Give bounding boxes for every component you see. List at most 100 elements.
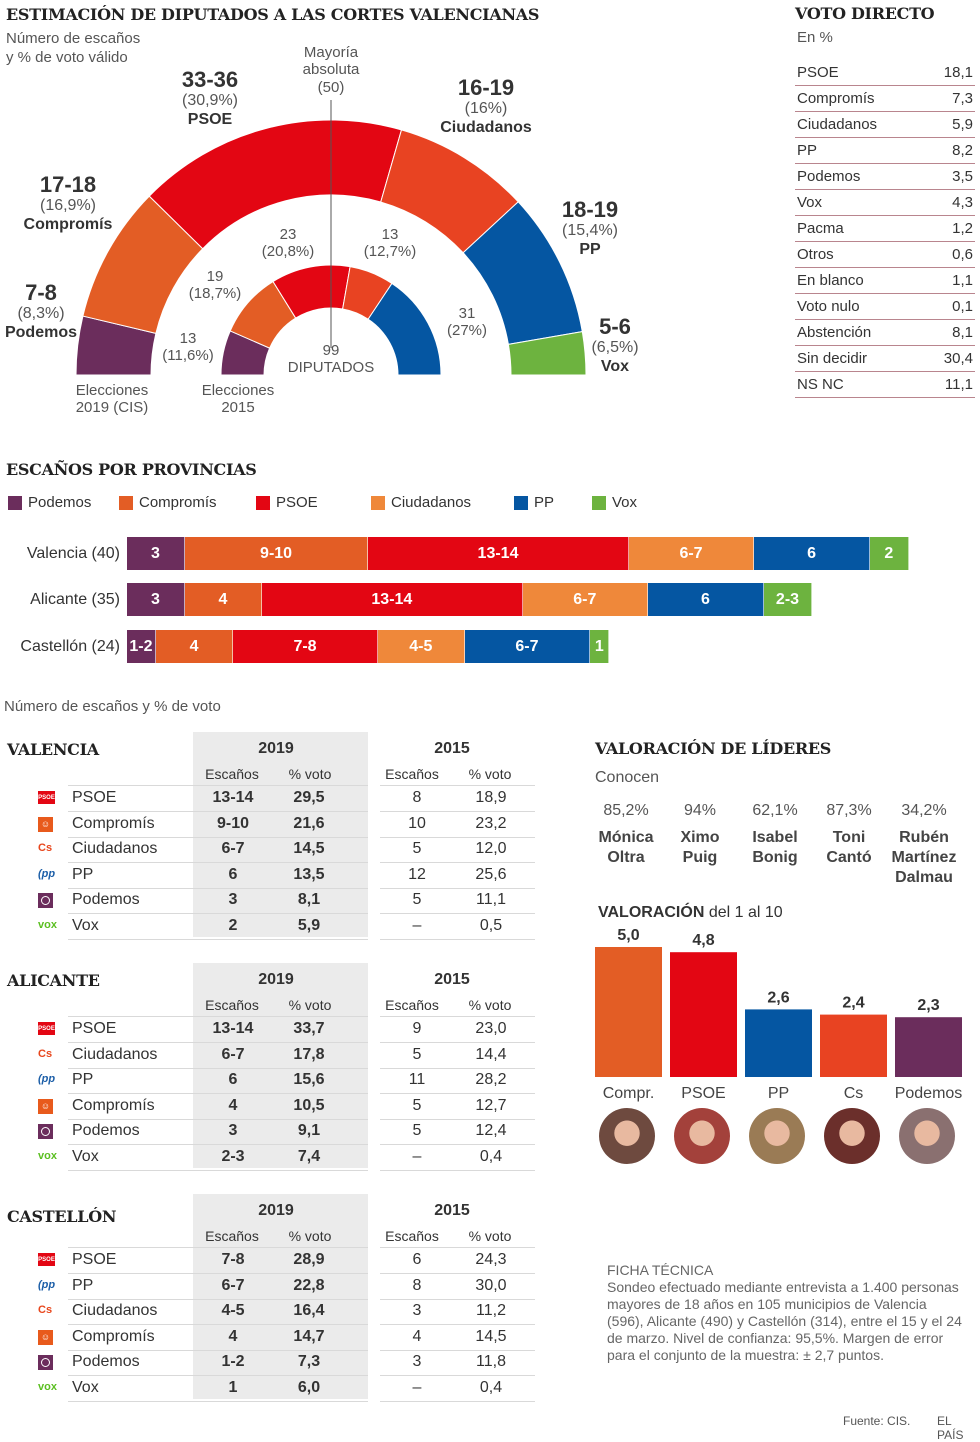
- seats-2019: 4-5: [221, 1302, 245, 1319]
- leader-name-line: Dalmau: [895, 869, 953, 886]
- seats-2015: 8: [412, 1276, 422, 1294]
- leader-known-pct: 34,2%: [901, 802, 947, 819]
- label-2019-pp: 18-19 (15,4%) PP: [552, 197, 628, 259]
- voto-label: Compromís: [797, 90, 875, 107]
- seats-2015: 11: [408, 1071, 426, 1088]
- rating-bar-compromis: [595, 947, 662, 1077]
- bar-segment-podemos: 3: [127, 583, 185, 616]
- rating-category-label: Podemos: [895, 1085, 963, 1102]
- seats-2015: 5: [412, 1045, 422, 1063]
- label-2019-compromis: 17-18 (16,9%) Compromís: [12, 172, 124, 234]
- divider: [380, 1016, 535, 1017]
- label-2019-psoe: 33-36 (30,9%) PSOE: [160, 67, 260, 129]
- logo-glyph: vox: [38, 918, 57, 931]
- rating-bar-pp: [745, 1009, 812, 1077]
- col-seats-2019: Escaños: [205, 766, 259, 782]
- leader-known-pct: 85,2%: [603, 802, 649, 819]
- voto-value: 30,4: [943, 350, 973, 367]
- divider: [68, 1067, 368, 1069]
- party-name: Podemos: [72, 891, 140, 908]
- pct: (20,8%): [261, 243, 315, 261]
- leader-name-line: Cantó: [826, 849, 872, 866]
- seats-2015: 4: [412, 1327, 422, 1345]
- logo-glyph: Cs: [38, 842, 53, 854]
- province-row: Valencia (40) 3 9-10 13-14 6-7 6 2: [0, 537, 909, 570]
- pct: (16%): [464, 100, 508, 118]
- pct: (16,9%): [39, 197, 97, 215]
- bar-segment-pp: 6-7: [464, 630, 591, 663]
- divider: [380, 785, 535, 786]
- divider: [68, 1273, 368, 1274]
- province-label: Alicante (35): [30, 590, 120, 608]
- voto-directo-panel: VOTO DIRECTO En % PSOE 18,1 Compromís 7,3 Ci…: [795, 4, 975, 398]
- rating-category-label: Cs: [844, 1085, 864, 1102]
- seats-2015: –: [412, 1378, 422, 1396]
- logo-glyph: (pp: [38, 1278, 56, 1291]
- subtitle-line-1: Número de escaños: [6, 30, 141, 47]
- logo-glyph: Cs: [38, 1047, 53, 1060]
- legend-swatch: [8, 495, 22, 510]
- pct-2019: 10,5: [293, 1096, 325, 1114]
- pct: (27%): [446, 322, 487, 340]
- party-name: Vox: [72, 1147, 99, 1165]
- psoe-logo-icon: PSOE: [38, 1022, 55, 1035]
- compromis-logo-icon: ☺: [38, 816, 53, 832]
- leader-name-line: Mónica: [598, 829, 654, 846]
- divider: [380, 1144, 535, 1145]
- rating-value-label: 2,3: [917, 997, 939, 1014]
- seats-2015: 6: [412, 1251, 422, 1268]
- pct-2015: 0,4: [479, 1378, 503, 1396]
- table-row: ☺ Compromís 9-10 21,6 10 23,2: [0, 812, 560, 838]
- legend-label: PP: [534, 494, 555, 511]
- logo-glyph: PSOE: [38, 1025, 55, 1032]
- party-name: PP: [72, 1276, 94, 1294]
- province-bar: 3 4 13-14 6-7 6 2-3: [127, 583, 813, 616]
- bar-segment-psoe: 7-8: [233, 630, 378, 663]
- bar-segment-psoe: 13-14: [262, 583, 523, 616]
- voto-value: 11,1: [944, 376, 973, 393]
- seats: 17-18: [39, 172, 97, 197]
- logo-glyph: PSOE: [38, 794, 55, 801]
- table-row: (pp PP 6-7 22,8 8 30,0: [0, 1274, 560, 1300]
- pct: (18,7%): [188, 285, 242, 303]
- rating-value-label: 2,6: [767, 989, 789, 1006]
- voto-value: 3,5: [952, 168, 973, 185]
- table-row: PSOE PSOE 13-14 33,7 9 23,0: [0, 1017, 560, 1043]
- pct-2019: 15,6: [293, 1071, 325, 1088]
- col-pct-2015: % voto: [468, 1228, 512, 1244]
- divider: [380, 1093, 535, 1094]
- ficha-text: Sondeo efectuado mediante entrevista a 1…: [607, 1279, 962, 1363]
- leader-name-line: Toni: [832, 829, 866, 846]
- seats-2019: 4: [228, 1327, 238, 1345]
- year-2015-header: 2015: [434, 971, 470, 988]
- legend-item: Compromís: [119, 494, 256, 511]
- podemos-logo-icon: [38, 1355, 53, 1370]
- pct-2019: 13,5: [293, 865, 325, 883]
- legend-item: Vox: [592, 494, 652, 511]
- bar-segment-vox: 2: [870, 537, 909, 570]
- compromis-logo-icon: ☺: [38, 1329, 53, 1345]
- year-2019-header: 2019: [258, 971, 294, 988]
- ring-2019-label: Elecciones 2019 (CIS): [60, 382, 164, 417]
- voto-label: PP: [797, 142, 818, 159]
- pct-2019: 14,5: [293, 840, 325, 857]
- bar-segment-vox: 2-3: [763, 583, 813, 616]
- legend-swatch: [119, 495, 133, 510]
- seats: 7-8: [25, 280, 57, 305]
- seats-2019: 2-3: [221, 1147, 245, 1165]
- center-text: DIPUTADOS: [287, 359, 375, 377]
- voto-value: 8,1: [952, 324, 973, 341]
- divider: [68, 1375, 368, 1376]
- voto-value: 18,1: [943, 64, 973, 81]
- leader-name: Rubén Martínez Dalmau: [886, 828, 962, 888]
- rating-value-label: 4,8: [692, 932, 714, 949]
- leader-name-line: Martínez: [891, 849, 957, 866]
- seats-2015: 5: [412, 891, 422, 908]
- seats: 19: [206, 268, 224, 285]
- divider: [380, 887, 535, 889]
- legend-item: Ciudadanos: [371, 494, 514, 511]
- leader-name-line: Oltra: [607, 849, 645, 866]
- voto-row: PP 8,2: [795, 138, 975, 164]
- rating-value-label: 2,4: [842, 995, 864, 1012]
- table-row: PSOE PSOE 7-8 28,9 6 24,3: [0, 1248, 560, 1274]
